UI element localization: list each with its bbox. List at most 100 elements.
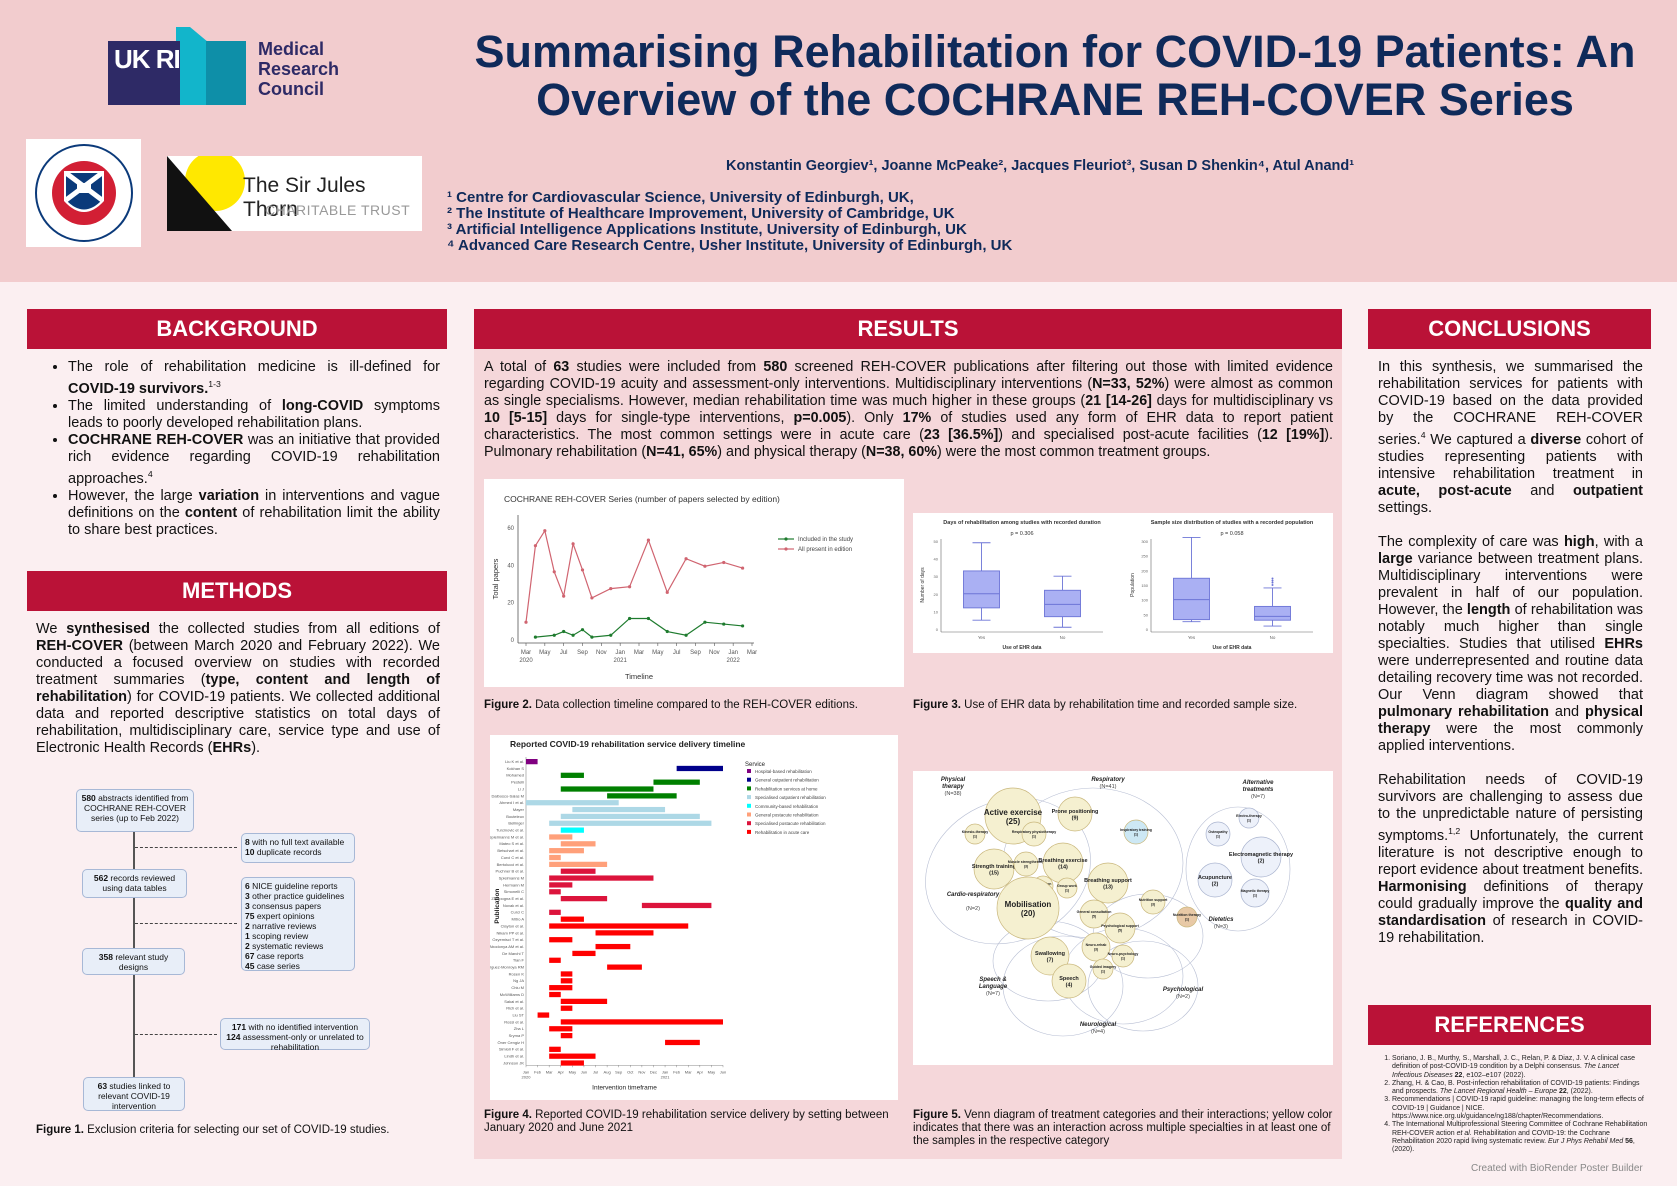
gantt-bar xyxy=(549,957,561,963)
gantt-bar xyxy=(560,896,608,902)
text-run: settings. xyxy=(1378,499,1432,516)
data-point xyxy=(533,544,538,548)
publication-label: De Marchi T xyxy=(502,951,524,956)
x-tick-label: Jan 2021 xyxy=(661,1069,671,1079)
text-run: et al. xyxy=(1456,1129,1472,1137)
x-tick-label: Yes xyxy=(978,635,986,640)
x-tick-label: May xyxy=(708,1069,716,1074)
venn-item-count: (5) xyxy=(1092,915,1096,919)
references-ol: Soriano, J. B., Murthy, S., Marshall, J.… xyxy=(1380,1055,1650,1155)
gantt-bar xyxy=(560,841,596,847)
publication-label: Turcinovic et al. xyxy=(496,828,524,833)
gantt-bar xyxy=(549,1026,573,1032)
y-tick-label: 60 xyxy=(507,526,514,532)
x-tick-label: Apr xyxy=(697,1069,704,1074)
y-tick-label: 150 xyxy=(1141,583,1148,588)
flow-box-relevant-designs: 358 relevant study designs xyxy=(82,948,185,975)
text-run: with no identified intervention xyxy=(246,1022,359,1032)
text-run: 63 xyxy=(553,359,570,375)
text-run: , with a xyxy=(1594,533,1643,550)
text-run: 17% xyxy=(902,410,932,426)
text-run: N=41, 65% xyxy=(646,444,718,460)
flow-box-reviewed: 562 records reviewed using data tables xyxy=(82,869,187,898)
data-point xyxy=(627,616,632,621)
text-run: ) for COVID-19 patients. We collected ad… xyxy=(36,689,440,756)
background-body: The role of rehabilitation medicine is i… xyxy=(30,359,440,539)
text-run: 75 xyxy=(245,911,255,921)
gantt-bar xyxy=(549,875,654,881)
legend-title: Service xyxy=(745,762,766,768)
text-run: ) and physical therapy ( xyxy=(717,444,866,460)
publication-label: Ng JA xyxy=(513,978,524,983)
venn-item-circle xyxy=(1030,936,1070,976)
publication-label: Simonelli C xyxy=(504,889,524,894)
venn-item-circle xyxy=(1081,932,1111,962)
y-tick-label: 200 xyxy=(1141,568,1148,573)
conclusions-body: In this synthesis, we summarised the reh… xyxy=(1378,359,1643,947)
x-tick-label: Jan 2022 xyxy=(726,650,740,664)
venn-group-count: (N=7) xyxy=(986,991,1000,997)
text-run: The Lancet Infectious Diseases xyxy=(1392,1063,1619,1079)
x-tick-label: No xyxy=(1270,635,1276,640)
text-run: high xyxy=(1563,533,1595,550)
text-run: 1,2 xyxy=(1448,825,1461,836)
text-run: screened REH-COVER publications after fi… xyxy=(484,359,1333,392)
venn-item-circle xyxy=(1056,877,1078,899)
legend-swatch xyxy=(747,821,751,826)
text-run: The Lancet Regional Health – Europe xyxy=(1439,1088,1558,1096)
venn-item-count: (4) xyxy=(1066,983,1073,989)
text-run: abstracts identified from COCHRANE REH-C… xyxy=(83,793,189,823)
venn-item-label: Group work xyxy=(1057,884,1077,888)
figure5-label: Figure 5. xyxy=(913,1109,961,1121)
gantt-bar xyxy=(665,1039,700,1046)
data-point xyxy=(740,624,745,628)
mrc-text-line: Research xyxy=(258,59,340,79)
text-run: 358 xyxy=(98,952,113,962)
gantt-bar xyxy=(526,800,619,806)
text-run: 2 xyxy=(245,941,250,951)
x-tick-label: Nov xyxy=(638,1069,645,1074)
venn-item-label: Prone positioning xyxy=(1052,809,1099,815)
venn-item-count: (1) xyxy=(973,835,977,839)
y-tick-label: 20 xyxy=(934,592,939,597)
legend-marker xyxy=(784,537,788,541)
text-run: The complexity of care was xyxy=(1378,533,1564,550)
gantt-bar xyxy=(549,820,712,826)
gantt-bar xyxy=(549,1046,561,1052)
data-point xyxy=(665,629,669,634)
venn-item-label: Breathing support xyxy=(1084,878,1132,884)
venn-group-count: (N=38) xyxy=(945,791,962,797)
flow-line: 3 other practice guidelines xyxy=(245,891,351,901)
gantt-bar xyxy=(560,868,596,874)
figure5-caption: Figure 5. Venn diagram of treatment cate… xyxy=(913,1109,1333,1148)
x-tick-label: Feb xyxy=(534,1069,542,1074)
venn-group-label: Respiratory xyxy=(1091,777,1125,783)
venn-item-label: Respiratory physiotherapy xyxy=(1012,830,1056,834)
list-item: Zhang, H. & Cao, B. Post-infection rehab… xyxy=(1392,1080,1650,1097)
venn-item-circle xyxy=(1240,878,1270,908)
gantt-bar xyxy=(560,772,584,778)
venn-item-label: Kinesio-therapy xyxy=(962,830,989,834)
legend-label: Specialised postacute rehabilitation xyxy=(755,821,826,826)
venn-item-count: (3) xyxy=(1094,948,1098,952)
y-axis-label: Population xyxy=(1130,573,1136,597)
affiliation: ⁴ Advanced Care Research Centre, Usher I… xyxy=(447,237,1013,254)
gantt-bar xyxy=(653,779,700,785)
flow-line: 45 case series xyxy=(245,961,351,971)
text-run: cohort of studies representing patients … xyxy=(1378,431,1643,482)
text-run: ) were almost as common as single specia… xyxy=(484,376,1334,409)
gantt-bar xyxy=(560,827,584,833)
venn-item-circle xyxy=(973,848,1015,890)
gantt-bar xyxy=(560,971,573,977)
text-run: COCHRANE REH-COVER xyxy=(68,431,244,448)
gantt-bar xyxy=(549,909,561,915)
venn-group-label: Speech & Language xyxy=(979,977,1008,990)
y-tick-label: 50 xyxy=(934,539,939,544)
publication-label: Liu ST xyxy=(512,1012,524,1017)
x-axis-label: Use of EHR data xyxy=(1213,645,1252,651)
outlier-point xyxy=(1271,581,1274,584)
venn-item-circle xyxy=(964,823,986,845)
publication-label: Rodriguez-Monroya RM xyxy=(490,965,524,970)
text-run: 63 xyxy=(97,1081,108,1091)
venn-item-label: Nutrition support xyxy=(1139,898,1168,902)
